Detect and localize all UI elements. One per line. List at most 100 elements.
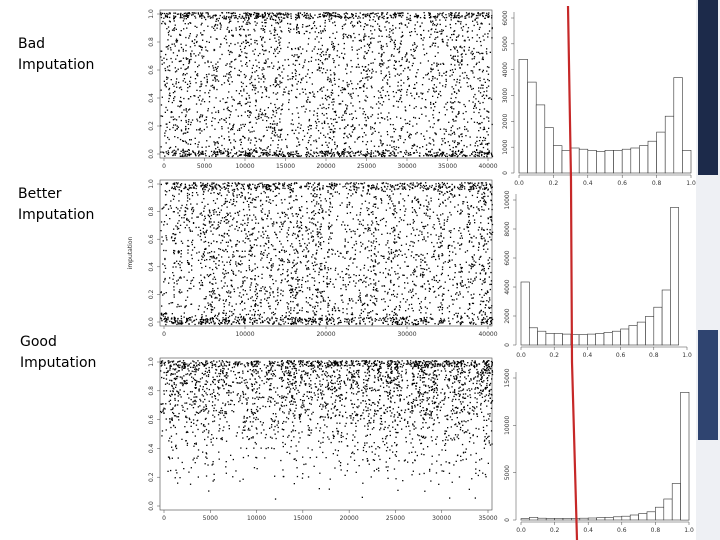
- scatter-point: [254, 216, 257, 218]
- scatter-point: [222, 151, 224, 153]
- scatter-point: [399, 137, 402, 139]
- scatter-point: [306, 30, 308, 33]
- scatter-point: [363, 90, 365, 92]
- scatter-point: [255, 294, 257, 296]
- scatter-point: [207, 16, 209, 18]
- scatter-point: [290, 154, 292, 156]
- scatter-point: [258, 61, 260, 64]
- scatter-point: [474, 103, 476, 105]
- scatter-point: [364, 58, 366, 60]
- scatter-point: [350, 59, 352, 62]
- scatter-point: [172, 240, 174, 242]
- scatter-point: [169, 218, 171, 220]
- scatter-point: [482, 146, 485, 149]
- scatter-point: [229, 152, 232, 154]
- scatter-point: [247, 101, 249, 103]
- scatter-point: [425, 144, 428, 146]
- scatter-point: [315, 122, 318, 124]
- scatter-point: [261, 320, 264, 322]
- scatter-point: [268, 187, 271, 190]
- scatter-point: [196, 111, 198, 113]
- scatter-point: [421, 97, 423, 100]
- scatter-point: [414, 49, 416, 52]
- scatter-point: [440, 95, 442, 97]
- scatter-point: [276, 83, 278, 85]
- scatter-point: [275, 317, 277, 319]
- scatter-point: [319, 54, 321, 56]
- scatter-point: [452, 150, 454, 152]
- scatter-point: [217, 146, 219, 148]
- scatter-point: [256, 151, 258, 153]
- scatter-point: [391, 29, 393, 32]
- scatter-point: [382, 12, 384, 14]
- scatter-point: [188, 154, 191, 157]
- scatter-point: [182, 74, 184, 76]
- scatter-point: [212, 15, 214, 17]
- scatter-point: [324, 29, 326, 32]
- scatter-point: [214, 322, 216, 324]
- scatter-point: [176, 185, 178, 187]
- scatter-point: [481, 142, 483, 144]
- scatter-point: [443, 63, 445, 65]
- scatter-point: [169, 146, 172, 149]
- scatter-point: [245, 85, 248, 87]
- scatter-point: [309, 110, 311, 112]
- scatter-point: [238, 295, 240, 297]
- scatter-point: [355, 88, 357, 90]
- scatter-point: [323, 114, 325, 116]
- scatter-point: [427, 72, 429, 74]
- scatter-point: [278, 150, 281, 153]
- scatter-point: [479, 108, 481, 111]
- scatter-point: [346, 36, 348, 38]
- bad-scatter-xtick-label: 10000: [235, 163, 254, 170]
- scatter-point: [445, 14, 447, 16]
- scatter-point: [426, 73, 429, 76]
- scatter-point: [308, 18, 310, 20]
- scatter-point: [262, 119, 264, 121]
- scatter-point: [248, 188, 250, 190]
- scatter-point: [473, 47, 475, 50]
- scatter-point: [172, 272, 174, 274]
- scatter-point: [251, 152, 253, 154]
- scatter-point: [223, 186, 225, 188]
- scatter-point: [473, 96, 475, 98]
- scatter-point: [179, 153, 181, 155]
- scatter-point: [302, 24, 304, 26]
- scatter-point: [310, 56, 313, 59]
- scatter-point: [295, 19, 297, 21]
- scatter-point: [170, 237, 173, 239]
- scatter-point: [309, 13, 311, 15]
- scatter-point: [367, 14, 369, 17]
- scatter-point: [186, 204, 188, 206]
- scatter-point: [250, 193, 252, 195]
- scatter-point: [330, 118, 332, 120]
- scatter-point: [445, 78, 447, 81]
- scatter-point: [274, 135, 276, 137]
- scatter-point: [240, 187, 242, 189]
- scatter-point: [390, 38, 392, 40]
- scatter-point: [243, 318, 245, 320]
- scatter-point: [274, 31, 276, 33]
- scatter-point: [230, 142, 232, 144]
- scatter-point: [262, 226, 264, 229]
- scatter-point: [228, 31, 230, 33]
- scatter-point: [446, 155, 448, 158]
- scatter-point: [407, 122, 409, 124]
- scatter-point: [273, 223, 275, 225]
- scatter-point: [175, 320, 177, 322]
- scatter-point: [340, 155, 342, 157]
- scatter-point: [488, 151, 490, 154]
- scatter-point: [167, 316, 169, 318]
- label-bad-imputation: Bad Imputation: [18, 34, 118, 76]
- scatter-point: [365, 119, 367, 122]
- scatter-point: [178, 189, 180, 191]
- scatter-point: [200, 85, 202, 87]
- scatter-point: [306, 151, 308, 154]
- scatter-point: [241, 184, 244, 186]
- scatter-point: [209, 256, 211, 258]
- scatter-point: [267, 146, 269, 148]
- scatter-point: [333, 154, 336, 156]
- scatter-point: [188, 271, 190, 273]
- scatter-point: [471, 30, 473, 32]
- scatter-point: [291, 78, 293, 80]
